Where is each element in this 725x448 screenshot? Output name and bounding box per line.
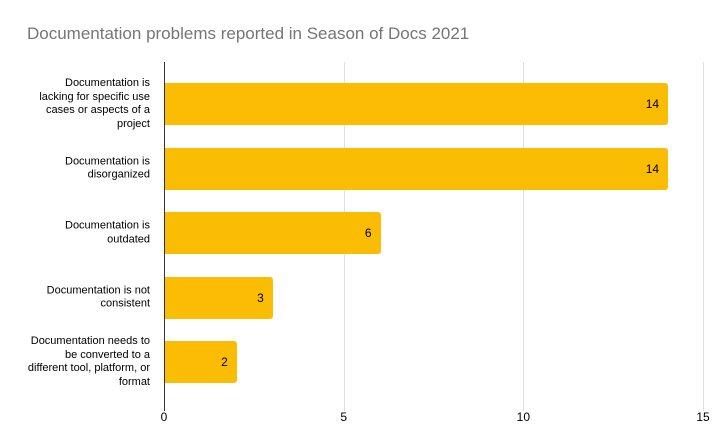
category-label-line: Documentation is — [65, 219, 150, 232]
category-label-line: be converted to a — [64, 348, 150, 361]
x-tick-label: 0 — [160, 410, 168, 424]
bar: 2 — [165, 341, 237, 383]
category-label-line: different tool, platform, or — [27, 362, 150, 374]
bar-value-label: 6 — [364, 226, 372, 240]
category-label-line: consistent — [100, 297, 150, 310]
bar-value-label: 2 — [221, 355, 228, 369]
bar: 3 — [165, 276, 273, 319]
gridline — [703, 62, 704, 411]
bar-value-label: 3 — [257, 290, 264, 305]
x-tick-label: 15 — [696, 410, 710, 424]
category-label: Documentation is lacking for specific use… — [39, 77, 150, 131]
category-label-line: format — [118, 375, 150, 388]
bar-value-label: 14 — [645, 97, 660, 111]
zero-baseline — [164, 62, 165, 411]
category-label: Documentation is outdated — [65, 220, 150, 247]
bar-value-label: 14 — [645, 161, 660, 176]
chart-title: Documentation problems reported in Seaso… — [27, 24, 470, 43]
category-label-line: project — [116, 117, 150, 130]
bar: 14 — [165, 147, 669, 190]
x-axis: 0 5 10 15 — [0, 410, 725, 430]
bar: 14 — [165, 83, 669, 125]
category-label-line: cases or aspects of a — [46, 104, 150, 116]
category-label-line: Documentation needs to — [30, 335, 150, 347]
category-axis: Documentation is lacking for specific use… — [0, 62, 157, 406]
x-tick-label: 10 — [516, 410, 531, 424]
category-label-line: disorganized — [87, 168, 150, 181]
gridline — [523, 62, 525, 411]
category-label-line: outdated — [107, 233, 150, 245]
category-label-line: Documentation is — [65, 155, 150, 167]
plot-area: 14 14 6 3 2 — [164, 62, 704, 411]
category-label: Documentation is not consistent — [47, 284, 150, 311]
bar: 6 — [165, 212, 381, 254]
category-label-line: Documentation is — [65, 77, 150, 89]
category-label-line: Documentation is not — [46, 284, 150, 296]
x-tick-label: 5 — [340, 410, 347, 424]
category-label: Documentation is disorganized — [65, 155, 150, 182]
category-label-line: lacking for specific use — [39, 90, 150, 103]
